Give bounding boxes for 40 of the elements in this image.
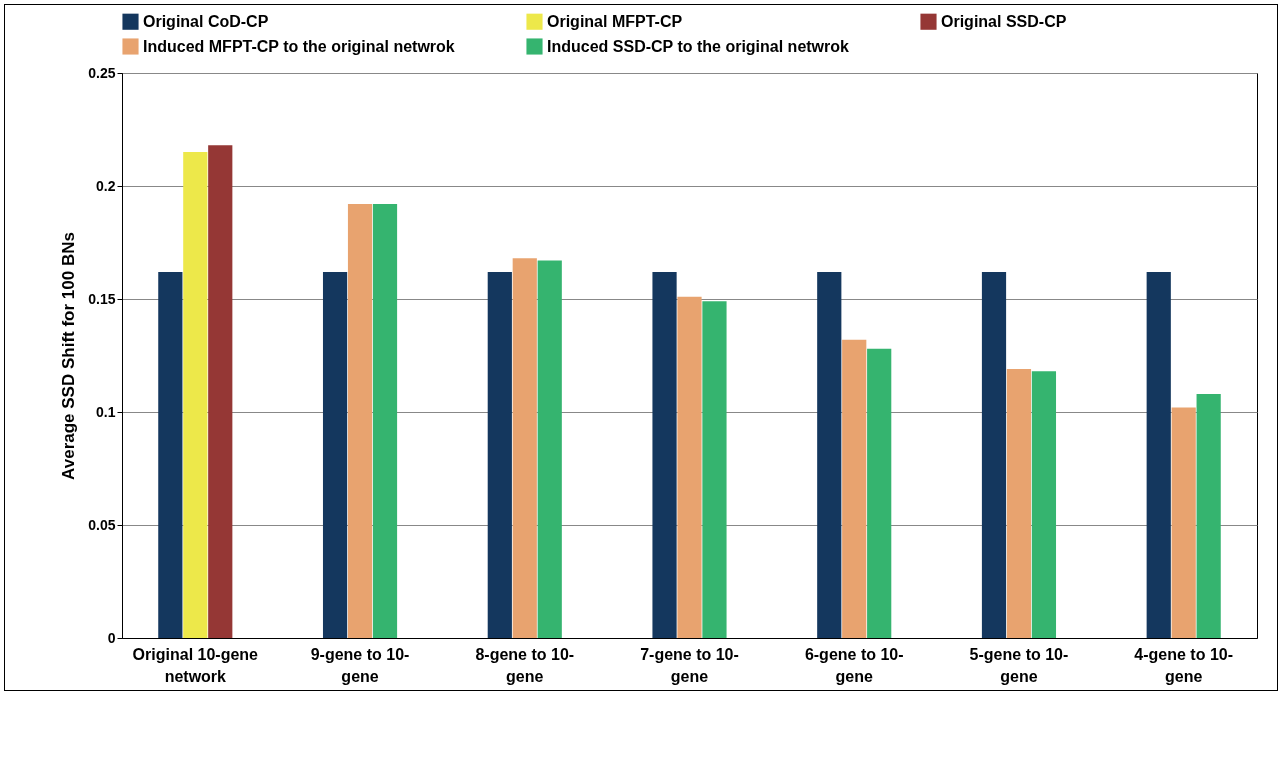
y-tick-label: 0.1	[96, 403, 116, 420]
legend-label: Original CoD-CP	[143, 12, 269, 30]
x-tick-label: 4-gene to 10-gene	[1134, 645, 1234, 685]
bar	[842, 339, 867, 638]
legend-label: Original SSD-CP	[941, 12, 1067, 30]
bar	[537, 260, 562, 638]
x-tick-label: 6-gene to 10-gene	[804, 645, 904, 685]
bar	[372, 204, 398, 638]
bar	[817, 271, 842, 638]
y-tick-label: 0	[107, 629, 116, 646]
bar	[1006, 369, 1032, 638]
x-tick-label: Original 10-gene network	[132, 645, 259, 685]
y-tick-label: 0.2	[96, 177, 116, 194]
y-tick-label: 0.15	[88, 290, 116, 307]
x-tick-label: 9-gene to 10-gene	[310, 645, 410, 685]
bar	[322, 271, 348, 638]
bar	[512, 258, 537, 638]
bar	[702, 301, 727, 638]
bar	[652, 271, 677, 638]
bar	[1031, 371, 1057, 638]
y-tick-label: 0.05	[88, 516, 116, 533]
bar	[1196, 393, 1221, 638]
bar	[158, 271, 183, 638]
bar	[677, 296, 702, 638]
bar	[347, 204, 373, 638]
bar	[981, 271, 1007, 638]
legend-label: Original MFPT-CP	[547, 12, 683, 30]
bar	[208, 145, 233, 638]
x-tick-label: 8-gene to 10-gene	[475, 645, 575, 685]
y-tick-label: 0.25	[88, 64, 116, 81]
bar	[1171, 407, 1196, 638]
legend-label: Induced MFPT-CP to the original netwrok	[143, 37, 455, 55]
bar	[487, 271, 512, 638]
bar	[183, 152, 208, 638]
bar	[867, 348, 892, 638]
x-tick-label: 5-gene to 10-gene	[969, 645, 1069, 685]
x-tick-label: 7-gene to 10-gene	[640, 645, 739, 685]
y-axis-title: Average SSD Shift for 100 BNs	[59, 232, 79, 480]
legend-label: Induced SSD-CP to the original netwrok	[547, 37, 850, 55]
bar	[1146, 271, 1171, 638]
